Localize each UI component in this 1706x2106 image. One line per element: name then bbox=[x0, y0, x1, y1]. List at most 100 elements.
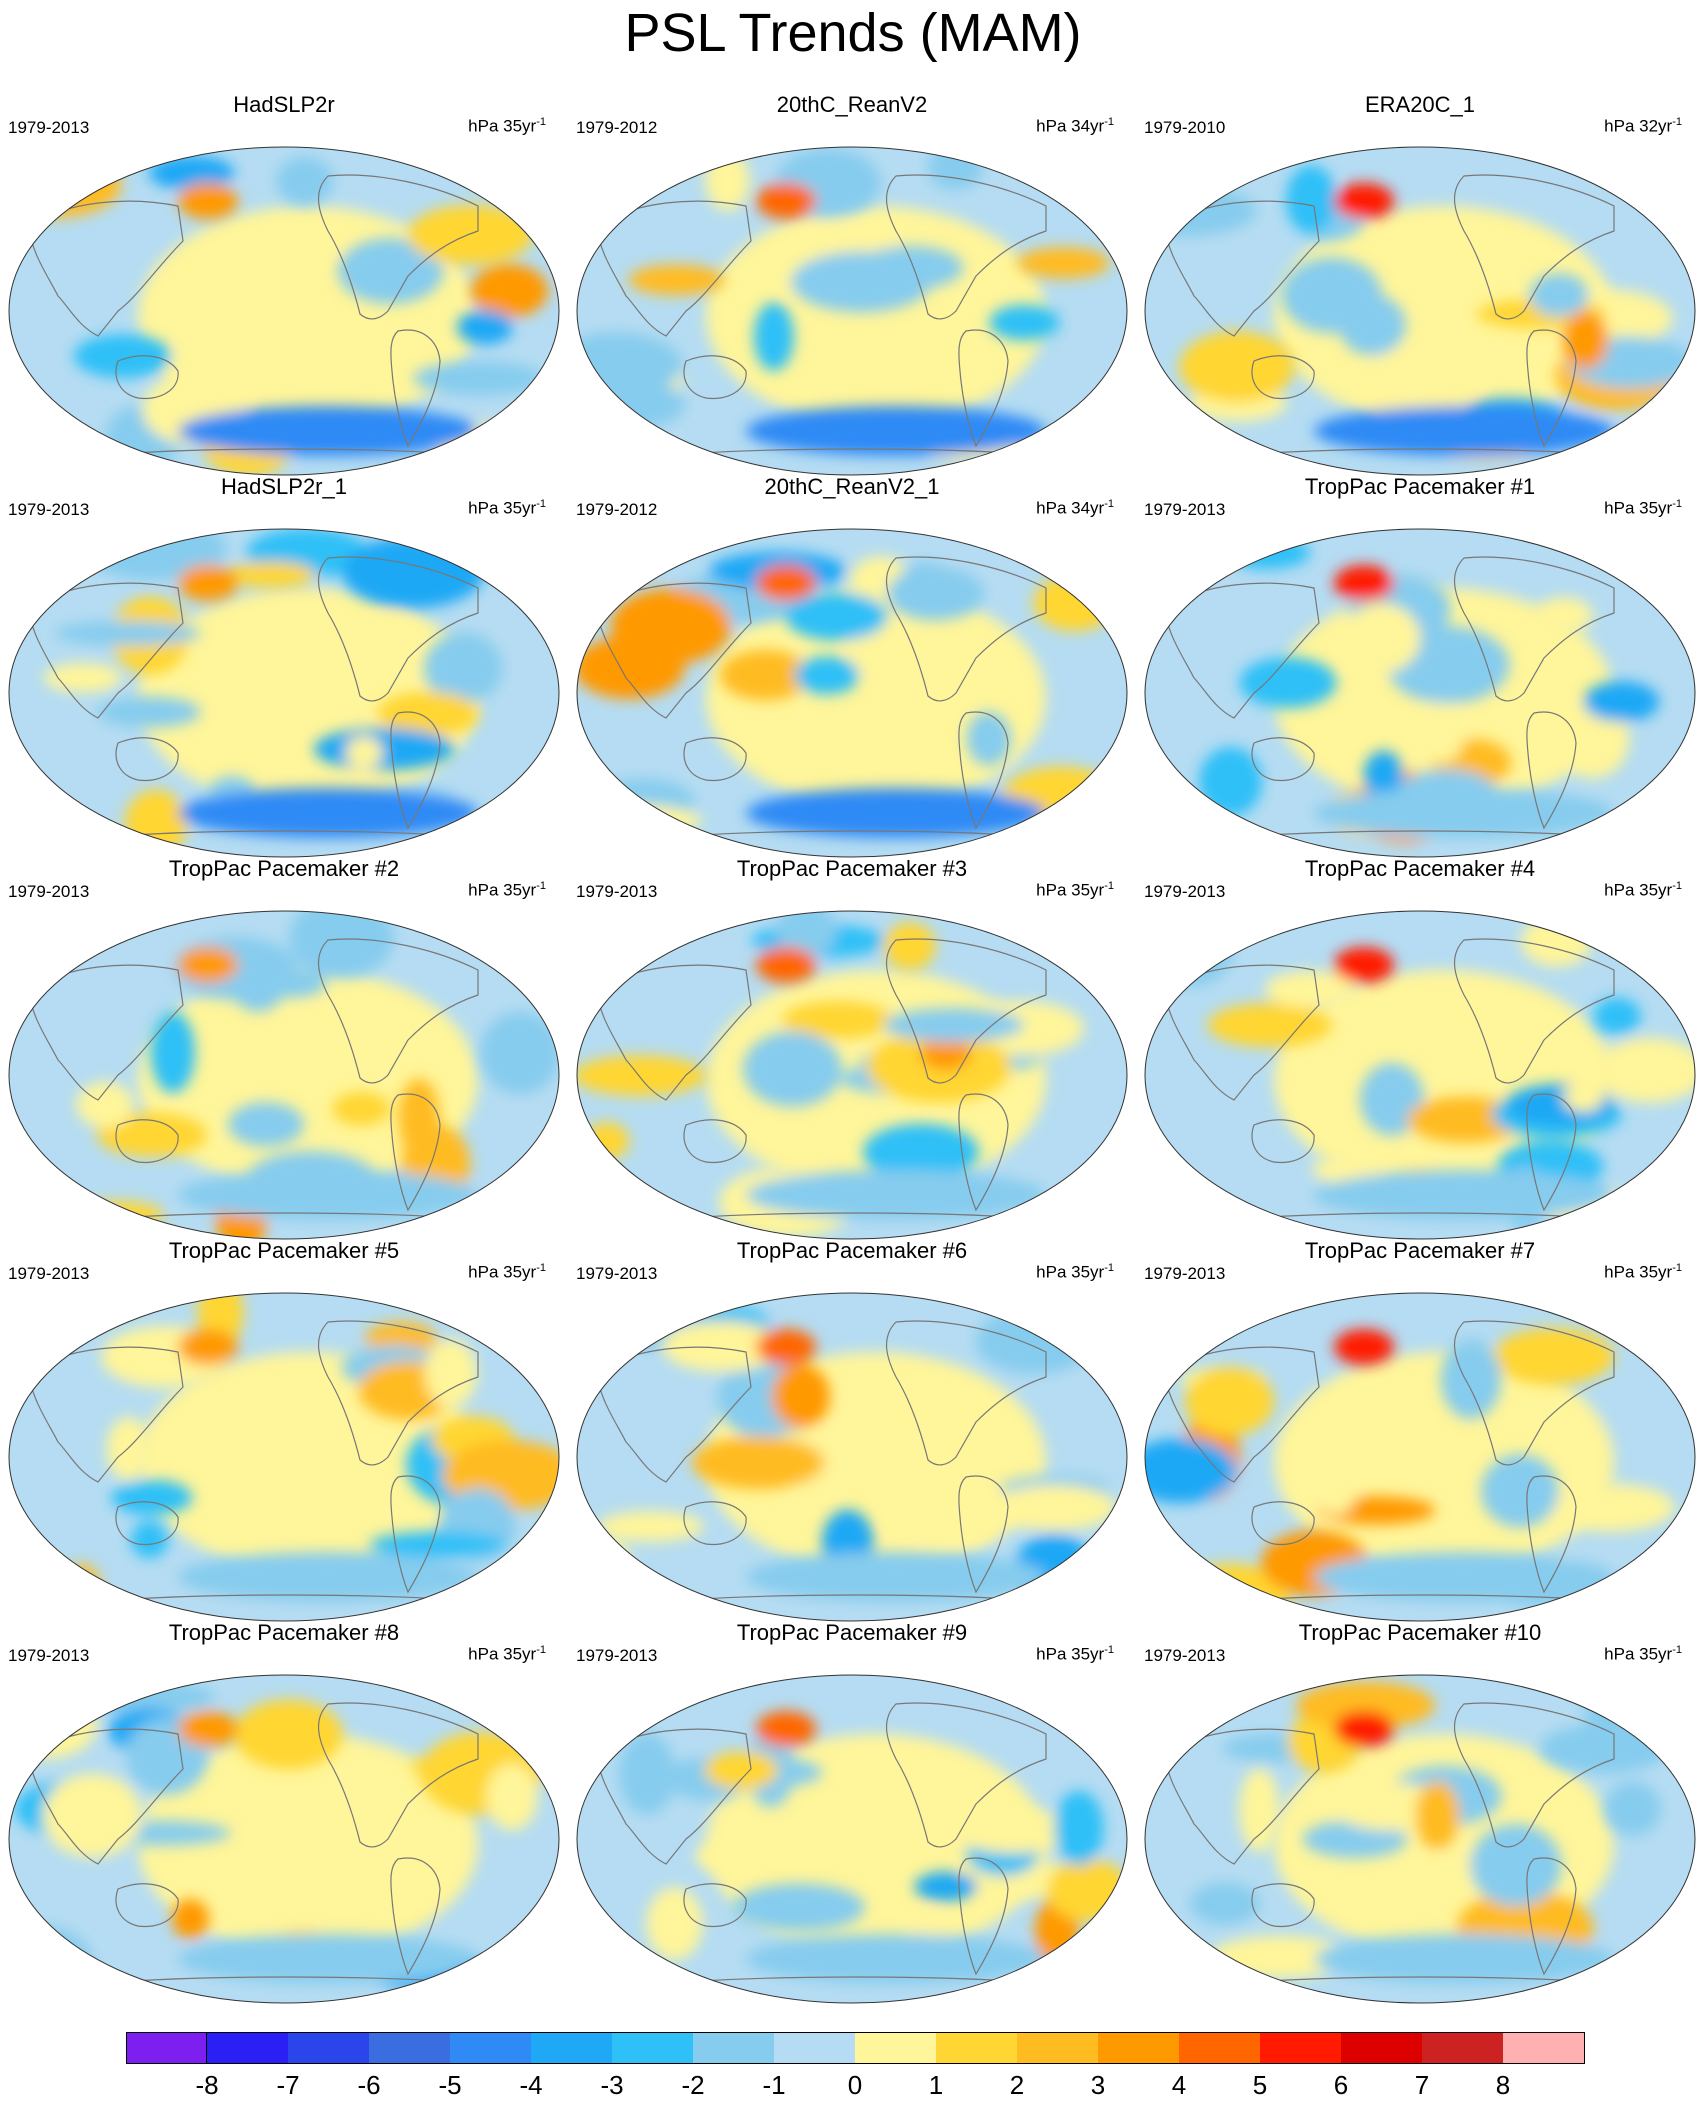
colorbar-swatch bbox=[1503, 2032, 1585, 2064]
trend-region bbox=[1152, 911, 1233, 987]
panel-title: TropPac Pacemaker #8 bbox=[168, 1620, 400, 1645]
trend-region bbox=[1594, 1037, 1695, 1103]
panel-units-exponent: -1 bbox=[536, 1262, 546, 1274]
trend-region bbox=[96, 1112, 208, 1157]
coastline bbox=[1163, 964, 1320, 1101]
colorbar-swatch bbox=[207, 2032, 289, 2064]
colorbar-swatch bbox=[1017, 2032, 1099, 2064]
trend-region bbox=[628, 264, 725, 296]
trend-region bbox=[1632, 1293, 1687, 1333]
coastline bbox=[115, 1501, 179, 1546]
panel-title: TropPac Pacemaker #4 bbox=[1304, 856, 1536, 881]
panel-units: hPa 35yr-1 bbox=[468, 1644, 546, 1665]
trend-region bbox=[746, 1170, 1046, 1220]
trend-region bbox=[753, 302, 794, 371]
coastline bbox=[390, 1475, 441, 1594]
colorbar-swatch bbox=[612, 2032, 694, 2064]
trend-region bbox=[178, 1552, 478, 1602]
coastline bbox=[1453, 174, 1615, 320]
coastline bbox=[27, 1728, 184, 1865]
panel-title: TropPac Pacemaker #10 bbox=[1298, 1620, 1542, 1645]
trend-region bbox=[1440, 1339, 1502, 1420]
panel-units-exponent: -1 bbox=[1104, 116, 1114, 128]
coastline bbox=[1163, 1346, 1320, 1483]
trend-region bbox=[706, 588, 1046, 808]
coastline bbox=[27, 582, 184, 719]
trend-region bbox=[345, 736, 384, 769]
colorbar-swatch bbox=[450, 2032, 532, 2064]
panel-units: hPa 32yr-1 bbox=[1604, 116, 1682, 137]
coastline bbox=[885, 1702, 1047, 1848]
trend-region bbox=[1539, 1724, 1668, 1774]
panel-units-text: hPa 35yr bbox=[1604, 1262, 1673, 1282]
coastline bbox=[317, 556, 479, 702]
panel-units: hPa 34yr-1 bbox=[1036, 116, 1114, 137]
panel-title: TropPac Pacemaker #9 bbox=[736, 1620, 968, 1645]
panel-units-text: hPa 35yr bbox=[1036, 880, 1105, 900]
trend-region bbox=[1207, 1002, 1332, 1048]
coastline bbox=[390, 1093, 441, 1212]
map-border bbox=[1144, 910, 1696, 1240]
trend-region bbox=[178, 1329, 238, 1365]
trend-region bbox=[776, 911, 837, 958]
trend-region bbox=[1562, 311, 1609, 370]
trend-region bbox=[771, 1364, 830, 1429]
coastline bbox=[115, 1119, 179, 1164]
trend-region bbox=[42, 1773, 142, 1858]
trend-region bbox=[743, 1031, 842, 1107]
trend-region bbox=[1314, 1552, 1614, 1602]
coastline bbox=[958, 329, 1009, 448]
colorbar-swatch bbox=[693, 2032, 775, 2064]
trend-region bbox=[1521, 916, 1592, 967]
trend-region bbox=[178, 1170, 478, 1220]
trend-region bbox=[1239, 657, 1337, 709]
trend-region bbox=[178, 788, 478, 838]
coastline bbox=[885, 1320, 1047, 1466]
figure-title: PSL Trends (MAM) bbox=[624, 3, 1082, 63]
trend-region bbox=[313, 728, 455, 771]
colorbar-swatch bbox=[936, 2032, 1018, 2064]
trend-region bbox=[782, 1001, 893, 1039]
coastline bbox=[1526, 1475, 1577, 1594]
colorbar bbox=[126, 2032, 1585, 2066]
trend-region bbox=[479, 1012, 559, 1094]
trend-region bbox=[377, 691, 479, 737]
panel-period: 1979-2013 bbox=[1144, 1264, 1226, 1283]
trend-region bbox=[1145, 1438, 1237, 1503]
trend-region bbox=[1239, 1768, 1280, 1852]
panel-units-exponent: -1 bbox=[1672, 1262, 1682, 1274]
panel-period: 1979-2012 bbox=[576, 500, 658, 519]
coastline bbox=[885, 174, 1047, 320]
trend-map bbox=[8, 1674, 560, 2004]
panel-units-exponent: -1 bbox=[1104, 498, 1114, 510]
trend-region bbox=[732, 1883, 866, 1932]
map-border bbox=[576, 1674, 1128, 2004]
coastline bbox=[390, 329, 441, 448]
trend-region bbox=[138, 970, 478, 1190]
trend-map bbox=[576, 528, 1128, 858]
trend-region bbox=[790, 251, 932, 313]
trend-region bbox=[171, 1899, 210, 1939]
coastline bbox=[885, 938, 1047, 1084]
coastline bbox=[1526, 1093, 1577, 1212]
map-panel: TropPac Pacemaker #3 1979-2013 hPa 35yr-1 bbox=[568, 856, 1136, 1240]
trend-map bbox=[576, 146, 1128, 476]
trend-map bbox=[1144, 910, 1696, 1240]
panel-title: 20thC_ReanV2 bbox=[776, 92, 928, 117]
trend-region bbox=[1221, 536, 1311, 570]
panel-title: ERA20C_1 bbox=[1364, 92, 1476, 117]
trend-region bbox=[862, 1123, 979, 1181]
trend-map bbox=[1144, 146, 1696, 476]
panel-title: TropPac Pacemaker #1 bbox=[1304, 474, 1536, 499]
trend-region bbox=[756, 565, 816, 601]
panel-units-exponent: -1 bbox=[1672, 1644, 1682, 1656]
coastline bbox=[115, 737, 179, 782]
panel-period: 1979-2013 bbox=[1144, 1646, 1226, 1665]
trend-region bbox=[1363, 750, 1404, 802]
coastline bbox=[1163, 1728, 1320, 1865]
trend-region bbox=[950, 1808, 1078, 1854]
trend-region bbox=[610, 588, 731, 665]
map-panel: TropPac Pacemaker #4 1979-2013 hPa 35yr-1 bbox=[1136, 856, 1704, 1240]
colorbar-tick-label: -8 bbox=[195, 2070, 219, 2100]
map-panel: 20thC_ReanV2_1 1979-2012 hPa 34yr-1 bbox=[568, 474, 1136, 858]
